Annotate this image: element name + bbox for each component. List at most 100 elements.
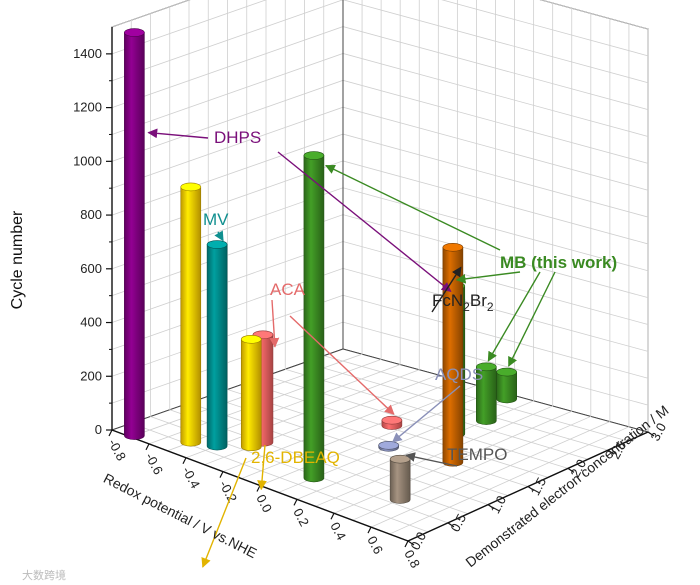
floor-gridline xyxy=(188,402,489,506)
bar-cap xyxy=(240,334,262,344)
x-tick-label: 0.6 xyxy=(364,533,386,556)
z-tick-mark xyxy=(407,540,415,546)
arrow-dbeaq-2 xyxy=(257,444,267,491)
z-tick-label: 3.0 xyxy=(647,420,669,443)
bar-body xyxy=(206,244,228,451)
bar-cap xyxy=(124,28,145,37)
bar-body xyxy=(124,32,145,440)
x-tick-mark xyxy=(182,457,187,465)
bar-cap xyxy=(180,182,202,192)
x-tick-label: -0.6 xyxy=(142,450,166,477)
bar-mb-this-work- xyxy=(475,362,497,425)
bar-body xyxy=(389,458,411,504)
z-tick-label: 0.5 xyxy=(447,511,469,534)
bar-body xyxy=(180,186,202,447)
bar-2-6-dbeaq xyxy=(180,182,202,447)
bars xyxy=(124,28,517,504)
x-tick-mark xyxy=(219,471,224,478)
bar-body xyxy=(476,366,497,425)
arrow-aca-2 xyxy=(289,315,395,415)
z-tick-label: 0.0 xyxy=(407,529,429,552)
arrow-tempo xyxy=(405,452,458,467)
y-tick-label: 800 xyxy=(80,207,102,222)
y-tick-label: 400 xyxy=(80,315,102,330)
y-tick-label: 0 xyxy=(95,422,102,437)
x-tick-label: 0.2 xyxy=(290,506,312,529)
x-tick-mark xyxy=(108,429,113,437)
z-tick-mark xyxy=(447,522,455,528)
bar-dhps xyxy=(124,28,145,440)
annotation-dhps: DHPS xyxy=(214,128,261,147)
z-tick-mark xyxy=(567,467,575,473)
z-tick-mark xyxy=(487,504,495,510)
z-tick-mark xyxy=(647,431,655,437)
x-tick-label: 0.0 xyxy=(253,492,275,515)
annotation-aca: ACA xyxy=(270,280,306,299)
bar-cap xyxy=(442,243,464,252)
x-tick-mark xyxy=(367,526,372,534)
z-tick-mark xyxy=(607,449,615,455)
bar-tempo xyxy=(389,454,411,504)
z-tick-label: 2.0 xyxy=(567,457,589,480)
x-tick-mark xyxy=(256,485,261,492)
annotation-aqds: AQDS xyxy=(435,365,483,384)
bar-cap xyxy=(475,362,497,372)
y-tick-label: 600 xyxy=(80,261,102,276)
x-tick-mark xyxy=(145,443,150,451)
floor-gridline xyxy=(246,382,549,478)
y-tick-label: 200 xyxy=(80,368,102,383)
arrow-aca-1 xyxy=(269,299,280,348)
axes: 0200400600800100012001400-0.8-0.6-0.4-0.… xyxy=(73,0,669,570)
z-tick-label: 2.5 xyxy=(607,439,629,462)
bar-fcn2br2 xyxy=(442,243,464,467)
x-tick-label: 0.8 xyxy=(401,547,423,570)
x-tick-label: -0.8 xyxy=(105,436,129,463)
annotation-mv: MV xyxy=(203,210,229,229)
bar-mb-this-work- xyxy=(303,151,325,483)
fcn2br2-part1: FcN xyxy=(432,291,463,310)
bar-mb-this-work- xyxy=(496,367,517,404)
annotation-fcn2br2: FcN2Br2 xyxy=(432,291,494,314)
arrow-mb-1 xyxy=(325,164,501,251)
bar-aqds xyxy=(378,440,399,452)
z-tick-mark xyxy=(527,486,535,491)
y-tick-label: 1400 xyxy=(73,46,102,61)
y-tick-label: 1000 xyxy=(73,153,102,168)
bar-cap xyxy=(303,151,325,160)
bar-aca xyxy=(381,415,403,430)
fcn2br2-sub2: 2 xyxy=(487,300,494,314)
bar-cap xyxy=(496,367,517,377)
bar-body xyxy=(240,338,262,452)
y-tick-label: 1200 xyxy=(73,100,102,115)
bar-body xyxy=(303,155,325,483)
bar-cap xyxy=(381,415,403,425)
x-tick-mark xyxy=(404,540,409,548)
arrow-mv xyxy=(214,230,224,242)
annotation-arrows xyxy=(147,128,556,568)
floor-gridline xyxy=(227,389,529,487)
arrow-dhps-1 xyxy=(147,128,209,139)
fcn2br2-part2: Br xyxy=(470,291,487,310)
bar-body xyxy=(496,371,517,404)
x-tick-mark xyxy=(330,512,335,520)
x-tick-label: -0.4 xyxy=(179,464,203,491)
bar-2-6-dbeaq xyxy=(240,334,262,452)
bar-mv xyxy=(206,240,228,451)
arrow-dbeaq-1 xyxy=(201,457,247,568)
z-tick-label: 1.5 xyxy=(527,475,549,498)
x-tick-label: 0.4 xyxy=(327,520,349,543)
z-tick-label: 1.0 xyxy=(487,493,509,516)
arrow-mb-4 xyxy=(508,271,556,367)
arrow-aqds xyxy=(391,385,461,443)
annotation-mb: MB (this work) xyxy=(500,253,617,272)
bar-cap xyxy=(389,454,411,464)
y-axis-title: Cycle number xyxy=(9,210,26,309)
bar-cap xyxy=(206,240,228,249)
fcn2br2-sub1: 2 xyxy=(463,300,470,314)
wall-gridline-h xyxy=(111,0,649,30)
arrow-mb-3 xyxy=(487,271,541,362)
arrow-mb-2 xyxy=(455,271,521,284)
annotation-dbeaq: 2,6-DBEAQ xyxy=(251,448,340,467)
watermark: 大数跨境 xyxy=(22,568,66,582)
